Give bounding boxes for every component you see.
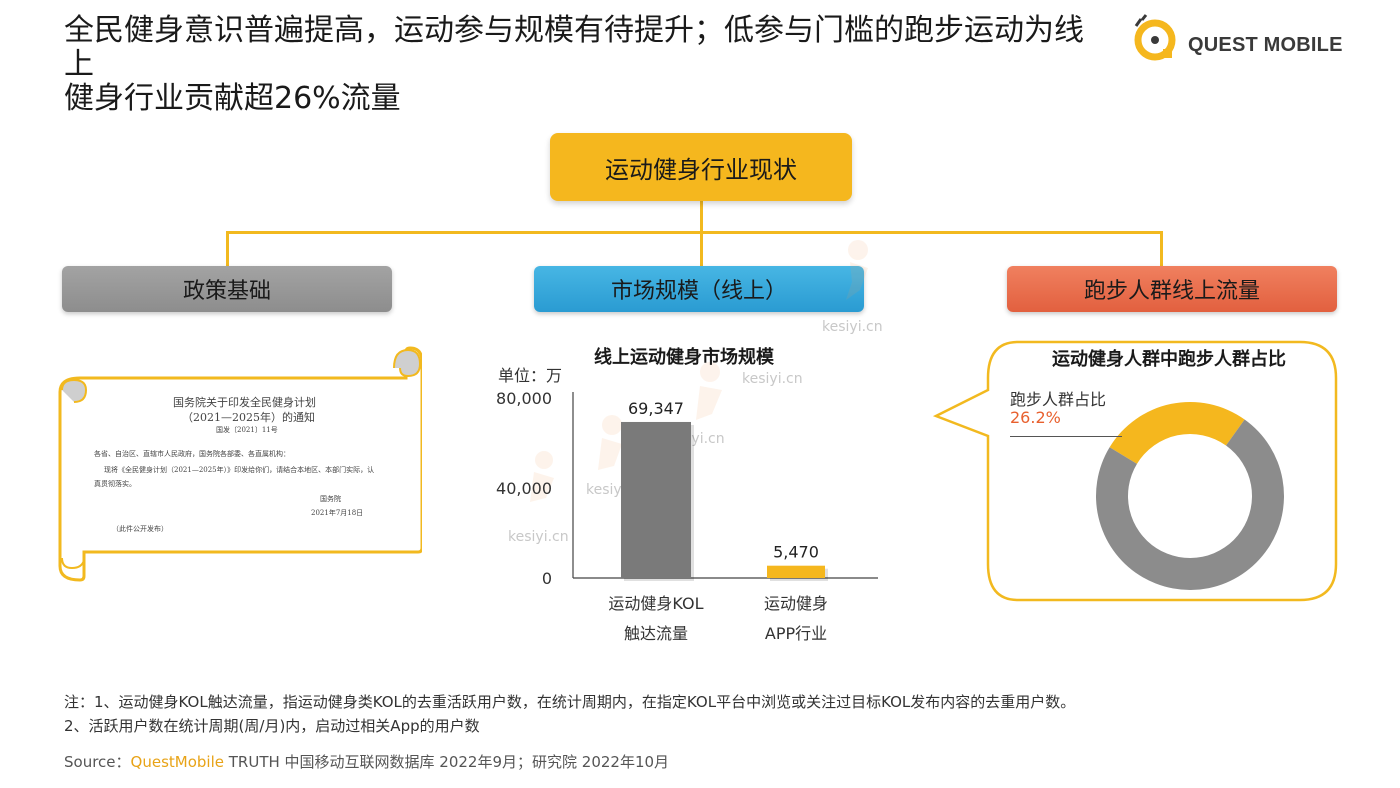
- bar: [621, 421, 691, 578]
- title-line-2: 健身行业贡献超26%流量: [64, 81, 401, 116]
- source-brand: QuestMobile: [130, 753, 224, 771]
- page-title: 全民健身意识普遍提高，运动参与规模有待提升；低参与门槛的跑步运动为线上 健身行业…: [64, 14, 1104, 116]
- bar-chart: 80,000 40,000 0 69,347 运动健身KOL 触达流量 5,470 运动健身 A…: [496, 389, 878, 643]
- connector-root-down: [700, 201, 703, 233]
- doc-heading-2: （2021—2025年）的通知: [182, 411, 315, 424]
- y-tick-label: 40,000: [496, 479, 552, 498]
- x-category-label: 运动健身KOL: [608, 594, 703, 613]
- logo-icon: [1134, 14, 1176, 61]
- donut-slice-value: 26.2%: [1010, 408, 1061, 427]
- bar-value-label: 69,347: [628, 399, 684, 418]
- doc-heading-1: 国务院关于印发全民健身计划: [173, 396, 316, 409]
- x-category-label: 运动健身: [764, 594, 828, 613]
- donut-leader-line: [1010, 436, 1122, 437]
- branch-running-traffic: 跑步人群线上流量: [1007, 266, 1337, 312]
- branch-market-size: 市场规模（线上）: [534, 266, 864, 312]
- x-category-label: APP行业: [765, 624, 827, 643]
- donut-slice: [1109, 402, 1245, 464]
- scroll-frame: [58, 346, 424, 582]
- bar: [767, 565, 825, 578]
- source-rest: TRUTH 中国移动互联网数据库 2022年9月；研究院 2022年10月: [223, 753, 670, 771]
- doc-signature: 国务院: [320, 495, 341, 503]
- donut-slice: [1096, 419, 1284, 590]
- watermark-text-1: kesiyi.cn: [822, 319, 883, 335]
- bar-chart-title: 线上运动健身市场规模: [594, 347, 774, 368]
- footnotes: 注：1、运动健身KOL触达流量，指运动健身类KOL的去重活跃用户数，在统计周期内…: [64, 690, 1075, 738]
- policy-document-scroll: 国务院关于印发全民健身计划 （2021—2025年）的通知 国发〔2021〕11…: [56, 346, 424, 582]
- doc-date: 2021年7月18日: [311, 509, 364, 517]
- source-line: Source：QuestMobile TRUTH 中国移动互联网数据库 2022…: [64, 751, 669, 772]
- y-tick-label: 0: [542, 569, 552, 588]
- doc-number: 国发〔2021〕11号: [216, 426, 278, 434]
- footnote-2: 2、活跃用户数在统计周期(周/月)内，启动过相关App的用户数: [64, 717, 480, 735]
- connector-horizontal: [226, 231, 1163, 234]
- source-prefix: Source：: [64, 753, 131, 771]
- doc-line-1: 各省、自治区、直辖市人民政府，国务院各部委、各直属机构：: [94, 450, 290, 458]
- x-category-label: 触达流量: [624, 624, 688, 643]
- connector-middle: [700, 231, 703, 267]
- title-line-1: 全民健身意识普遍提高，运动参与规模有待提升；低参与门槛的跑步运动为线上: [64, 13, 1084, 82]
- bar-value-label: 5,470: [773, 543, 819, 562]
- root-node: 运动健身行业现状: [550, 133, 852, 201]
- speech-bubble: [932, 340, 1338, 602]
- logo-wordmark: QUEST MOBILE: [1188, 34, 1343, 56]
- bar-chart-unit: 单位：万: [498, 366, 563, 385]
- donut-slice-label: 跑步人群占比: [1010, 390, 1107, 409]
- y-tick-label: 80,000: [496, 389, 552, 408]
- branch-policy: 政策基础: [62, 266, 392, 312]
- doc-footer: （此件公开发布）: [112, 525, 168, 533]
- footnote-1: 注：1、运动健身KOL触达流量，指运动健身类KOL的去重活跃用户数，在统计周期内…: [64, 693, 1076, 711]
- doc-line-2: 现将《全民健身计划（2021—2025年）》印发给你们，请结合本地区、本部门实际…: [104, 466, 375, 474]
- questmobile-logo: QUEST MOBILE: [1130, 14, 1350, 64]
- doc-line-3: 真贯彻落实。: [94, 480, 136, 488]
- donut-chart: [1096, 402, 1284, 590]
- donut-chart-title: 运动健身人群中跑步人群占比: [1052, 349, 1286, 370]
- connector-left: [226, 231, 229, 267]
- connector-right: [1160, 231, 1163, 267]
